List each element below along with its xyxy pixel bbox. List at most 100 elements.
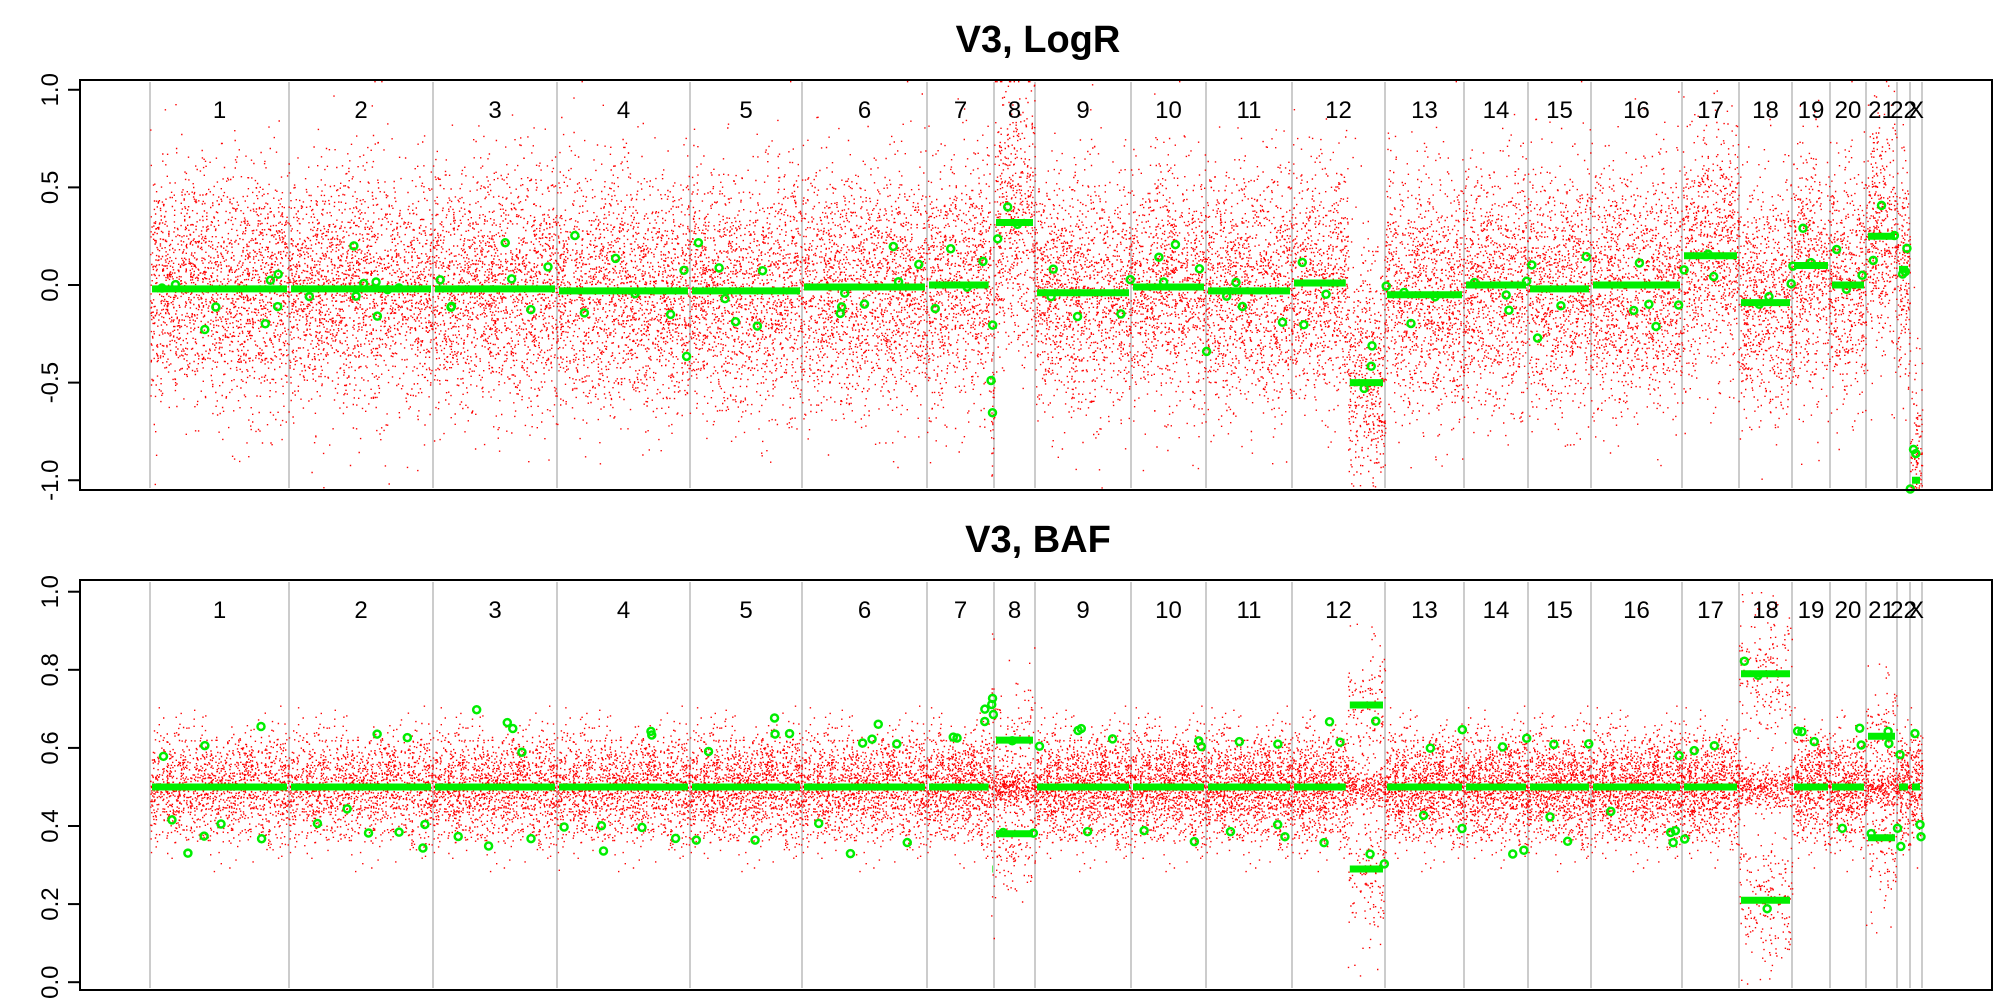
chromosome-label-8: 8 xyxy=(1008,597,1021,624)
segment-point xyxy=(526,833,536,844)
chromosome-label-22: 22 xyxy=(1890,597,1917,624)
segment-point xyxy=(358,278,369,289)
segment-point xyxy=(1809,736,1819,747)
segment-point xyxy=(1889,230,1900,241)
segment-point xyxy=(1469,277,1480,288)
segment-point xyxy=(914,259,924,270)
segment-point xyxy=(714,263,724,273)
segment-point xyxy=(265,275,276,286)
segment-point xyxy=(986,699,997,710)
segment-point xyxy=(1521,276,1532,287)
y-tick-label: 0.2 xyxy=(37,887,64,920)
segment-point xyxy=(500,238,510,248)
segment-point xyxy=(1527,260,1537,270)
chromosome-label-9: 9 xyxy=(1076,597,1089,624)
chromosome-label-18: 18 xyxy=(1752,97,1779,124)
segment-point xyxy=(845,848,856,859)
segment-point xyxy=(1225,826,1236,837)
segment-point xyxy=(1365,849,1375,859)
chromosome-label-9: 9 xyxy=(1076,97,1089,124)
segment-point xyxy=(1507,849,1518,859)
chromosome-label-12: 12 xyxy=(1325,97,1352,124)
segment-point xyxy=(1299,320,1309,330)
y-tick-label: 1.0 xyxy=(37,575,64,608)
segment-point xyxy=(1072,311,1083,322)
logr-panel: V3, LogR 1 2 3 4 5 6 7 8 9 10 11 12 13 14 15 16 17 18 19 20… xyxy=(37,19,1993,501)
segment-point xyxy=(691,835,702,845)
chromosome-label-12: 12 xyxy=(1325,597,1352,624)
chromosome-label-6: 6 xyxy=(858,597,871,624)
segment-point xyxy=(1002,202,1013,212)
segment-point xyxy=(1606,806,1616,817)
segment-point xyxy=(1841,284,1852,295)
y-tick-label: 1.0 xyxy=(37,73,64,106)
logr-title: V3, LogR xyxy=(956,19,1121,61)
baf-segment-points xyxy=(152,656,1926,914)
segment-point xyxy=(1082,826,1093,837)
chromosome-label-11: 11 xyxy=(1237,97,1262,124)
segment-point xyxy=(630,288,640,299)
segment-point xyxy=(1012,219,1023,230)
y-tick-label: 0.6 xyxy=(37,731,64,764)
segment-point xyxy=(962,282,972,292)
data-points-chr-12 xyxy=(1292,709,1350,873)
segment-point xyxy=(1521,733,1532,744)
segment-point xyxy=(200,324,210,335)
segment-point xyxy=(1532,333,1543,343)
chromosome-label-4: 4 xyxy=(617,97,630,124)
segment-point xyxy=(1007,736,1017,746)
y-tick-label: -0.5 xyxy=(37,362,64,403)
segment-point xyxy=(1857,270,1867,281)
segment-point xyxy=(1272,819,1283,830)
segment-point xyxy=(1457,724,1468,735)
chromosome-label-X: X xyxy=(1908,97,1924,124)
data-points-chr-13 xyxy=(1385,81,1466,469)
baf-title: V3, BAF xyxy=(965,519,1111,561)
segment-point xyxy=(1237,301,1248,312)
chromosome-label-14: 14 xyxy=(1483,97,1510,124)
segment-point xyxy=(526,304,536,315)
segment-point xyxy=(1786,278,1796,289)
segment-point xyxy=(1674,750,1684,761)
segment-point xyxy=(1900,266,1910,277)
segment-point xyxy=(1545,812,1555,822)
segment-point xyxy=(986,375,996,386)
segment-point xyxy=(1764,291,1774,302)
chromosome-label-14: 14 xyxy=(1483,597,1510,624)
segment-point xyxy=(902,837,912,848)
segment-point xyxy=(273,269,283,279)
segment-point xyxy=(260,318,271,329)
segment-point xyxy=(1034,741,1045,752)
chromosome-label-21: 21 xyxy=(1868,597,1895,624)
segment-point xyxy=(372,311,383,321)
segment-point xyxy=(892,739,902,749)
segment-point xyxy=(1189,836,1200,847)
segment-point xyxy=(703,746,714,757)
segment-point xyxy=(1644,299,1654,310)
data-points-chr-3 xyxy=(433,114,559,463)
segment-point xyxy=(1708,271,1719,282)
segment-point xyxy=(893,276,904,287)
segment-point xyxy=(200,740,210,751)
segment-point xyxy=(1381,281,1391,291)
segment-point xyxy=(363,828,374,838)
segment-point xyxy=(435,275,445,285)
data-points-chr-18 xyxy=(1739,592,1794,991)
y-tick-label: 0.0 xyxy=(37,268,64,301)
segment-point xyxy=(784,728,795,739)
segment-point xyxy=(1406,318,1416,329)
segment-point xyxy=(835,308,846,319)
segment-point xyxy=(930,303,941,314)
segment-point xyxy=(1297,257,1308,268)
chromosome-label-4: 4 xyxy=(617,597,630,624)
segment-point xyxy=(1679,265,1689,275)
chromosome-label-1: 1 xyxy=(213,597,226,624)
segment-point xyxy=(157,283,167,293)
data-points-chr-8 xyxy=(994,647,1037,903)
baf-chromosome-separators xyxy=(149,582,1923,988)
chromosome-label-20: 20 xyxy=(1835,597,1862,624)
chromosome-label-16: 16 xyxy=(1623,97,1650,124)
segment-point xyxy=(978,256,988,267)
chromosome-label-X: X xyxy=(1908,597,1924,624)
